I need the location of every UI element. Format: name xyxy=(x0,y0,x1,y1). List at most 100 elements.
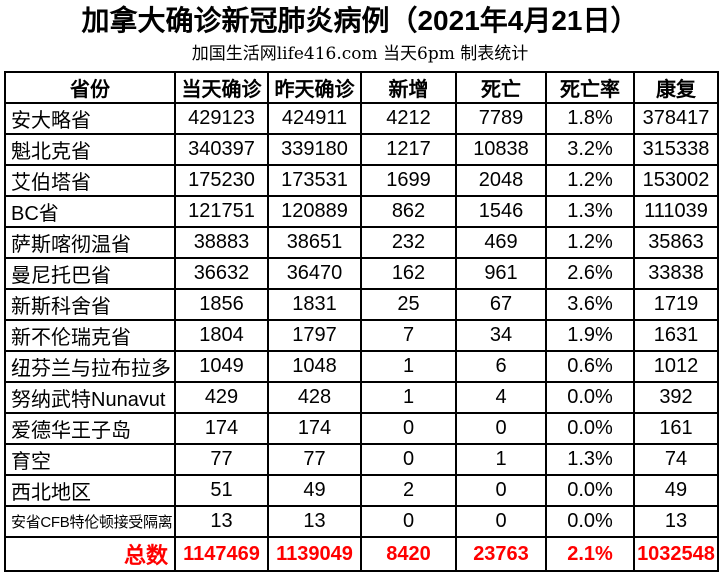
cell-value: 36632 xyxy=(174,257,269,290)
cell-value: 1.2% xyxy=(545,226,635,259)
cell-value: 161 xyxy=(633,412,719,445)
cell-value: 13 xyxy=(633,505,719,538)
cell-value: 120889 xyxy=(267,195,362,228)
cell-value: 35863 xyxy=(633,226,719,259)
table-row: 努纳武特Nunavut 429 428 1 4 0.0% 392 xyxy=(4,381,719,414)
cell-value: 36470 xyxy=(267,257,362,290)
cell-value: 2048 xyxy=(455,164,547,197)
cell-value: 1804 xyxy=(174,319,269,352)
cell-value: 429 xyxy=(174,381,269,414)
cell-value: 961 xyxy=(455,257,547,290)
cell-value: 1831 xyxy=(267,288,362,321)
cell-value: 1631 xyxy=(633,319,719,352)
cell-value: 340397 xyxy=(174,133,269,166)
province-name: 安省CFB特伦顿接受隔离 xyxy=(4,505,176,538)
table-footer: 总数 1147469 1139049 8420 23763 2.1% 1032548 xyxy=(4,536,719,572)
total-value: 1032548 xyxy=(633,536,719,572)
cell-value: 1.3% xyxy=(545,195,635,228)
province-name: 魁北克省 xyxy=(4,133,176,166)
cell-value: 1546 xyxy=(455,195,547,228)
cell-value: 0.0% xyxy=(545,381,635,414)
column-header: 省份 xyxy=(4,71,176,104)
cell-value: 111039 xyxy=(633,195,719,228)
table-row: 安大略省 429123 424911 4212 7789 1.8% 378417 xyxy=(4,102,719,135)
total-row: 总数 1147469 1139049 8420 23763 2.1% 1032548 xyxy=(4,536,719,572)
total-value: 1147469 xyxy=(174,536,269,572)
table-row: 萨斯喀彻温省 38883 38651 232 469 1.2% 35863 xyxy=(4,226,719,259)
cell-value: 315338 xyxy=(633,133,719,166)
cell-value: 67 xyxy=(455,288,547,321)
cell-value: 10838 xyxy=(455,133,547,166)
province-name: 纽芬兰与拉布拉多 xyxy=(4,350,176,383)
cell-value: 469 xyxy=(455,226,547,259)
cell-value: 4212 xyxy=(360,102,457,135)
cell-value: 3.2% xyxy=(545,133,635,166)
cell-value: 0 xyxy=(455,505,547,538)
cell-value: 174 xyxy=(174,412,269,445)
cell-value: 1049 xyxy=(174,350,269,383)
province-name: BC省 xyxy=(4,195,176,228)
cell-value: 77 xyxy=(267,443,362,476)
cell-value: 862 xyxy=(360,195,457,228)
table-row: 新斯科舍省 1856 1831 25 67 3.6% 1719 xyxy=(4,288,719,321)
cell-value: 339180 xyxy=(267,133,362,166)
table-row: 西北地区 51 49 2 0 0.0% 49 xyxy=(4,474,719,507)
cell-value: 424911 xyxy=(267,102,362,135)
total-value: 1139049 xyxy=(267,536,362,572)
cell-value: 49 xyxy=(633,474,719,507)
cell-value: 2.6% xyxy=(545,257,635,290)
cell-value: 0.6% xyxy=(545,350,635,383)
cell-value: 0 xyxy=(360,412,457,445)
province-name: 萨斯喀彻温省 xyxy=(4,226,176,259)
cell-value: 3.6% xyxy=(545,288,635,321)
cell-value: 51 xyxy=(174,474,269,507)
table-row: 魁北克省 340397 339180 1217 10838 3.2% 315338 xyxy=(4,133,719,166)
cell-value: 7789 xyxy=(455,102,547,135)
table-row: 安省CFB特伦顿接受隔离 13 13 0 0 0.0% 13 xyxy=(4,505,719,538)
column-header: 死亡率 xyxy=(545,71,635,104)
column-header: 当天确诊 xyxy=(174,71,269,104)
cell-value: 0.0% xyxy=(545,474,635,507)
cell-value: 7 xyxy=(360,319,457,352)
cell-value: 1856 xyxy=(174,288,269,321)
cell-value: 121751 xyxy=(174,195,269,228)
table-row: 纽芬兰与拉布拉多 1049 1048 1 6 0.6% 1012 xyxy=(4,350,719,383)
total-label: 总数 xyxy=(4,536,176,572)
table-row: BC省 121751 120889 862 1546 1.3% 111039 xyxy=(4,195,719,228)
cell-value: 1048 xyxy=(267,350,362,383)
column-header: 死亡 xyxy=(455,71,547,104)
total-value: 2.1% xyxy=(545,536,635,572)
cell-value: 1 xyxy=(360,350,457,383)
cell-value: 1.2% xyxy=(545,164,635,197)
cell-value: 25 xyxy=(360,288,457,321)
cell-value: 1 xyxy=(360,381,457,414)
cell-value: 173531 xyxy=(267,164,362,197)
table-row: 爱德华王子岛 174 174 0 0 0.0% 161 xyxy=(4,412,719,445)
table-row: 艾伯塔省 175230 173531 1699 2048 1.2% 153002 xyxy=(4,164,719,197)
table-header: 省份 当天确诊 昨天确诊 新增 死亡 死亡率 康复 xyxy=(4,71,719,104)
table-row: 曼尼托巴省 36632 36470 162 961 2.6% 33838 xyxy=(4,257,719,290)
column-header: 新增 xyxy=(360,71,457,104)
province-name: 曼尼托巴省 xyxy=(4,257,176,290)
cell-value: 162 xyxy=(360,257,457,290)
cell-value: 49 xyxy=(267,474,362,507)
cell-value: 1012 xyxy=(633,350,719,383)
cell-value: 0 xyxy=(360,505,457,538)
cell-value: 74 xyxy=(633,443,719,476)
cell-value: 2 xyxy=(360,474,457,507)
cell-value: 0 xyxy=(360,443,457,476)
column-header: 康复 xyxy=(633,71,719,104)
cell-value: 392 xyxy=(633,381,719,414)
cell-value: 174 xyxy=(267,412,362,445)
cell-value: 13 xyxy=(267,505,362,538)
cell-value: 1797 xyxy=(267,319,362,352)
header-row: 省份 当天确诊 昨天确诊 新增 死亡 死亡率 康复 xyxy=(4,71,719,104)
cell-value: 1.3% xyxy=(545,443,635,476)
table-row: 育空 77 77 0 1 1.3% 74 xyxy=(4,443,719,476)
cell-value: 1.9% xyxy=(545,319,635,352)
province-name: 艾伯塔省 xyxy=(4,164,176,197)
cell-value: 1 xyxy=(455,443,547,476)
cell-value: 38883 xyxy=(174,226,269,259)
page-title: 加拿大确诊新冠肺炎病例（2021年4月21日） xyxy=(81,5,639,36)
